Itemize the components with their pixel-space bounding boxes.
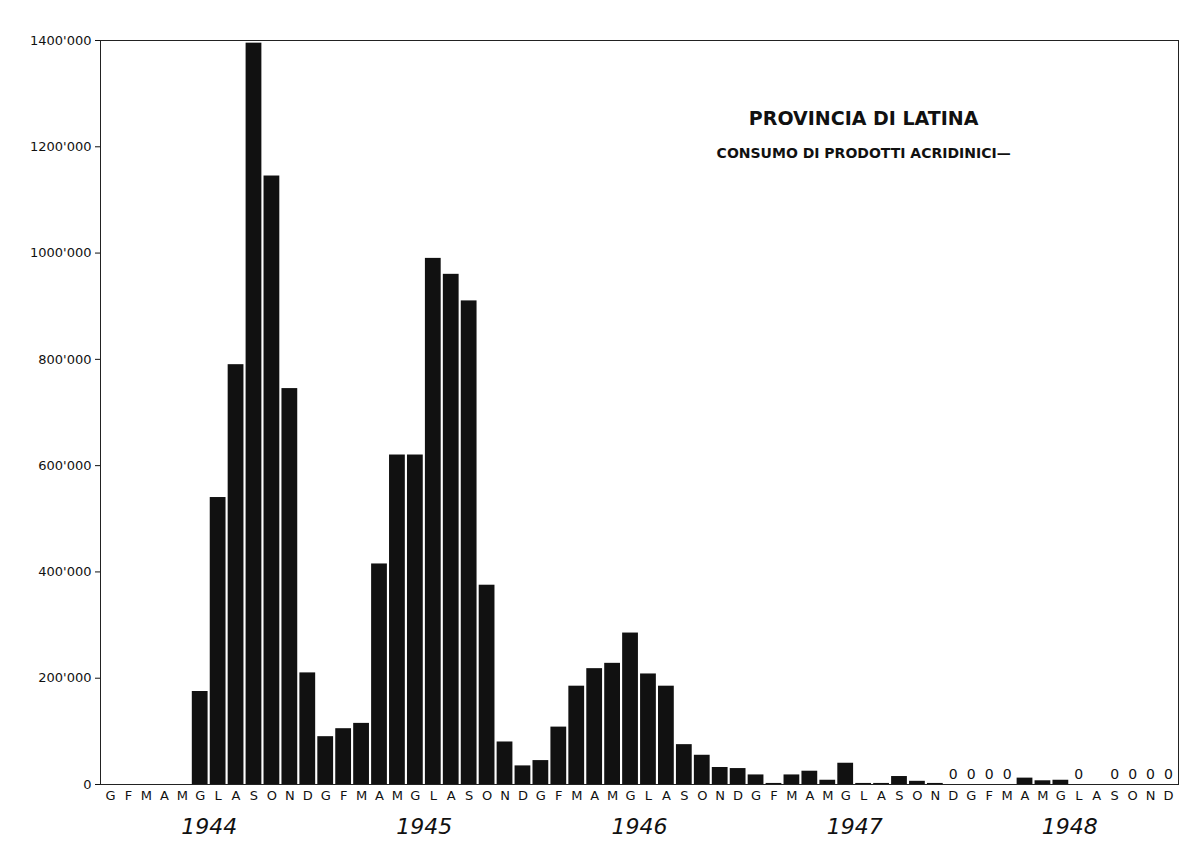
svg-text:0: 0 <box>1128 766 1137 782</box>
svg-text:1946: 1946 <box>612 814 668 839</box>
svg-text:N: N <box>1146 788 1156 803</box>
svg-text:S: S <box>250 788 258 803</box>
svg-text:F: F <box>555 788 562 803</box>
svg-text:M: M <box>356 788 367 803</box>
svg-text:L: L <box>860 788 868 803</box>
svg-text:F: F <box>770 788 777 803</box>
svg-text:N: N <box>500 788 510 803</box>
svg-text:O: O <box>697 788 707 803</box>
svg-text:M: M <box>177 788 188 803</box>
svg-text:CONSUMO DI PRODOTTI ACRIDINICI: CONSUMO DI PRODOTTI ACRIDINICI— <box>717 145 1011 161</box>
svg-text:M: M <box>141 788 152 803</box>
svg-text:PROVINCIA DI LATINA: PROVINCIA DI LATINA <box>749 107 979 129</box>
svg-text:A: A <box>447 788 456 803</box>
svg-text:S: S <box>1111 788 1119 803</box>
svg-text:F: F <box>340 788 347 803</box>
svg-text:G: G <box>195 788 205 803</box>
svg-text:1944: 1944 <box>181 814 237 839</box>
svg-text:M: M <box>1037 788 1048 803</box>
svg-text:0: 0 <box>967 766 976 782</box>
svg-text:A: A <box>375 788 384 803</box>
svg-text:G: G <box>321 788 331 803</box>
svg-text:S: S <box>465 788 473 803</box>
svg-text:0: 0 <box>1003 766 1012 782</box>
svg-text:1200'000: 1200'000 <box>30 139 91 154</box>
svg-text:M: M <box>607 788 618 803</box>
svg-text:M: M <box>571 788 582 803</box>
svg-text:A: A <box>1092 788 1101 803</box>
svg-text:M: M <box>1001 788 1012 803</box>
svg-text:0: 0 <box>1074 766 1083 782</box>
svg-text:N: N <box>715 788 725 803</box>
svg-text:F: F <box>125 788 132 803</box>
svg-text:G: G <box>536 788 546 803</box>
svg-text:200'000: 200'000 <box>38 670 91 685</box>
svg-text:S: S <box>895 788 903 803</box>
svg-text:O: O <box>1127 788 1137 803</box>
svg-text:0: 0 <box>1110 766 1119 782</box>
svg-text:G: G <box>751 788 761 803</box>
svg-text:D: D <box>733 788 743 803</box>
svg-text:O: O <box>482 788 492 803</box>
svg-text:S: S <box>680 788 688 803</box>
svg-text:M: M <box>822 788 833 803</box>
svg-text:O: O <box>912 788 922 803</box>
svg-text:1945: 1945 <box>396 814 452 839</box>
svg-text:600'000: 600'000 <box>38 458 91 473</box>
svg-text:G: G <box>410 788 420 803</box>
svg-text:L: L <box>430 788 438 803</box>
svg-text:1947: 1947 <box>827 814 883 839</box>
svg-text:F: F <box>985 788 992 803</box>
svg-text:L: L <box>645 788 653 803</box>
svg-text:800'000: 800'000 <box>38 352 91 367</box>
svg-text:A: A <box>877 788 886 803</box>
svg-text:A: A <box>160 788 169 803</box>
svg-text:1400'000: 1400'000 <box>30 33 91 48</box>
svg-text:M: M <box>392 788 403 803</box>
svg-text:N: N <box>285 788 295 803</box>
svg-text:L: L <box>1075 788 1083 803</box>
svg-text:G: G <box>625 788 635 803</box>
svg-text:D: D <box>303 788 313 803</box>
svg-text:L: L <box>215 788 223 803</box>
svg-text:D: D <box>518 788 528 803</box>
svg-text:A: A <box>805 788 814 803</box>
svg-text:0: 0 <box>949 766 958 782</box>
svg-text:M: M <box>786 788 797 803</box>
svg-text:0: 0 <box>1164 766 1173 782</box>
svg-text:D: D <box>948 788 958 803</box>
svg-text:G: G <box>1056 788 1066 803</box>
svg-text:G: G <box>966 788 976 803</box>
svg-text:G: G <box>106 788 116 803</box>
svg-text:A: A <box>590 788 599 803</box>
svg-text:A: A <box>1021 788 1030 803</box>
svg-text:0: 0 <box>1146 766 1155 782</box>
svg-text:A: A <box>232 788 241 803</box>
svg-text:0: 0 <box>83 777 91 792</box>
svg-text:A: A <box>662 788 671 803</box>
svg-text:1000'000: 1000'000 <box>30 245 91 260</box>
svg-text:N: N <box>930 788 940 803</box>
svg-text:D: D <box>1163 788 1173 803</box>
svg-text:400'000: 400'000 <box>38 564 91 579</box>
svg-text:1948: 1948 <box>1042 814 1098 839</box>
svg-text:0: 0 <box>985 766 994 782</box>
svg-text:O: O <box>267 788 277 803</box>
svg-text:G: G <box>841 788 851 803</box>
